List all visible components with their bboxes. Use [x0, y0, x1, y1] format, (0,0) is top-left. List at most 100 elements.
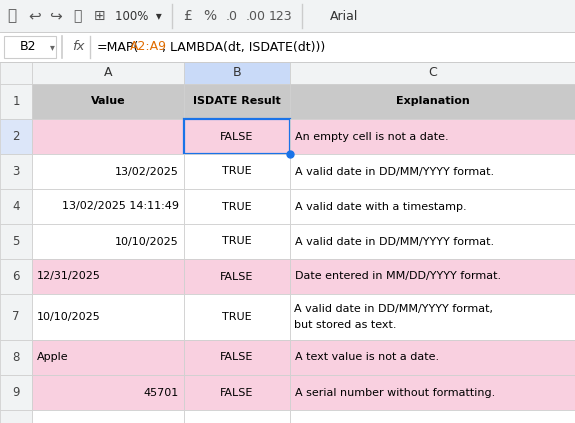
Text: 100%  ▾: 100% ▾ — [114, 9, 162, 22]
Text: An empty cell is not a date.: An empty cell is not a date. — [295, 132, 448, 142]
Bar — [290, 84, 575, 119]
Bar — [0, 375, 32, 410]
Text: 123: 123 — [268, 9, 292, 22]
Bar — [290, 62, 575, 84]
Bar — [0, 410, 32, 423]
Text: A valid date with a timestamp.: A valid date with a timestamp. — [295, 201, 467, 212]
Text: ISDATE Result: ISDATE Result — [193, 96, 281, 107]
Bar — [32, 62, 184, 84]
Text: A valid date in DD/MM/YYYY format.: A valid date in DD/MM/YYYY format. — [295, 236, 494, 247]
Text: A serial number without formatting.: A serial number without formatting. — [295, 387, 495, 398]
Text: .00: .00 — [246, 9, 266, 22]
Bar — [184, 119, 290, 154]
Bar — [0, 62, 32, 84]
Bar — [290, 294, 575, 340]
Bar — [290, 410, 575, 423]
Bar — [290, 340, 575, 375]
Text: ⎙: ⎙ — [73, 9, 81, 23]
Bar — [184, 189, 290, 224]
Text: A valid date in DD/MM/YYYY format.: A valid date in DD/MM/YYYY format. — [295, 167, 494, 176]
Text: TRUE: TRUE — [222, 201, 252, 212]
Bar — [290, 224, 575, 259]
Text: FALSE: FALSE — [220, 387, 254, 398]
Text: 5: 5 — [12, 235, 20, 248]
Text: fx: fx — [72, 41, 85, 53]
Bar — [0, 84, 32, 119]
Text: 1: 1 — [12, 95, 20, 108]
Bar — [32, 154, 184, 189]
Bar — [0, 154, 32, 189]
Text: ⊞: ⊞ — [94, 9, 106, 23]
Text: C: C — [428, 66, 437, 80]
Text: 8: 8 — [12, 351, 20, 364]
Text: 9: 9 — [12, 386, 20, 399]
Bar — [32, 259, 184, 294]
Text: Apple: Apple — [37, 352, 68, 363]
Text: A2:A9: A2:A9 — [130, 41, 167, 53]
Text: 13/02/2025 14:11:49: 13/02/2025 14:11:49 — [62, 201, 179, 212]
Text: 4: 4 — [12, 200, 20, 213]
Bar — [184, 340, 290, 375]
Text: %: % — [204, 9, 217, 23]
Bar — [184, 154, 290, 189]
Bar — [32, 189, 184, 224]
Bar — [32, 410, 184, 423]
Bar — [184, 294, 290, 340]
Text: £: £ — [183, 9, 193, 23]
Text: 6: 6 — [12, 270, 20, 283]
Bar — [32, 294, 184, 340]
Bar — [184, 62, 290, 84]
Bar — [0, 259, 32, 294]
Bar — [32, 119, 184, 154]
Bar — [0, 0, 575, 32]
Text: 13/02/2025: 13/02/2025 — [115, 167, 179, 176]
Text: TRUE: TRUE — [222, 312, 252, 322]
Text: FALSE: FALSE — [220, 132, 254, 142]
Bar — [32, 224, 184, 259]
Text: A: A — [104, 66, 112, 80]
Bar — [32, 340, 184, 375]
Text: A valid date in DD/MM/YYYY format,: A valid date in DD/MM/YYYY format, — [294, 304, 493, 314]
Text: 7: 7 — [12, 310, 20, 324]
Bar — [0, 340, 32, 375]
Bar — [290, 259, 575, 294]
Text: Value: Value — [91, 96, 125, 107]
Bar — [184, 375, 290, 410]
Text: , LAMBDA(dt, ISDATE(dt))): , LAMBDA(dt, ISDATE(dt))) — [162, 41, 325, 53]
Bar — [184, 224, 290, 259]
Bar — [290, 119, 575, 154]
Text: 10/10/2025: 10/10/2025 — [37, 312, 101, 322]
Text: 2: 2 — [12, 130, 20, 143]
Text: FALSE: FALSE — [220, 272, 254, 281]
Text: 45701: 45701 — [144, 387, 179, 398]
Text: 10/10/2025: 10/10/2025 — [115, 236, 179, 247]
Bar — [290, 189, 575, 224]
Bar — [290, 154, 575, 189]
Bar — [0, 32, 575, 62]
Text: Arial: Arial — [330, 9, 358, 22]
Bar — [32, 84, 184, 119]
Text: 12/31/2025: 12/31/2025 — [37, 272, 101, 281]
Text: B: B — [233, 66, 242, 80]
Text: A text value is not a date.: A text value is not a date. — [295, 352, 439, 363]
Text: 3: 3 — [12, 165, 20, 178]
Bar — [290, 375, 575, 410]
Bar — [32, 375, 184, 410]
Bar — [0, 224, 32, 259]
Bar — [184, 410, 290, 423]
Bar — [0, 119, 32, 154]
Text: B2: B2 — [20, 41, 36, 53]
Text: ▾: ▾ — [49, 42, 55, 52]
Bar — [184, 259, 290, 294]
Bar — [0, 294, 32, 340]
Text: Date entered in MM/DD/YYYY format.: Date entered in MM/DD/YYYY format. — [295, 272, 501, 281]
Text: ↪: ↪ — [49, 8, 62, 24]
Text: TRUE: TRUE — [222, 236, 252, 247]
Text: ⌕: ⌕ — [7, 8, 17, 24]
Text: .0: .0 — [226, 9, 238, 22]
Text: TRUE: TRUE — [222, 167, 252, 176]
Bar — [4, 36, 56, 58]
Bar — [0, 189, 32, 224]
Text: Explanation: Explanation — [396, 96, 469, 107]
Text: FALSE: FALSE — [220, 352, 254, 363]
